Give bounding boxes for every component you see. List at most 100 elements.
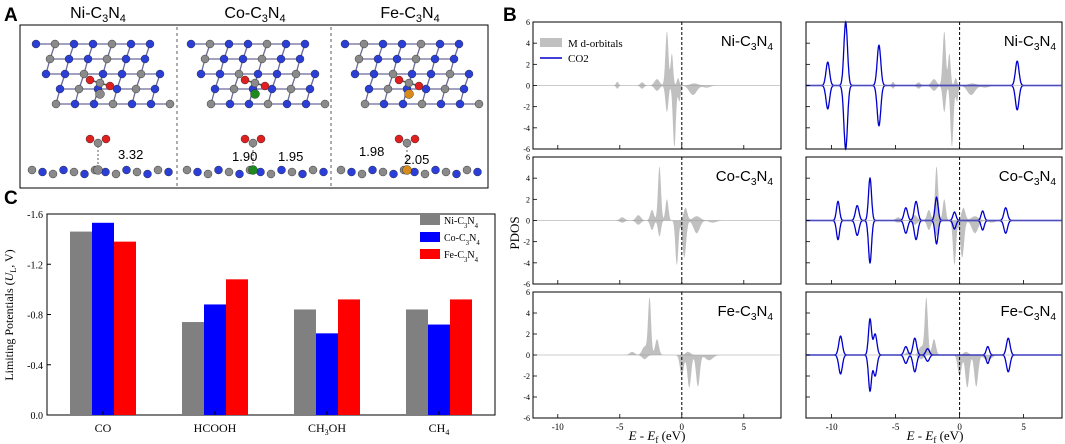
- atom: [143, 169, 152, 179]
- atom: [310, 69, 320, 79]
- atom: [164, 167, 173, 177]
- atom: [79, 69, 89, 79]
- y-tick-label: -1.2: [27, 260, 43, 271]
- y-tick-label: -4: [523, 124, 530, 133]
- pdos-subplot: Ni-C3N4: [805, 20, 1063, 151]
- atom: [70, 99, 80, 109]
- co2-down-line: [806, 84, 1062, 151]
- atom: [136, 69, 146, 79]
- y-axis: 0.0 -0.4 -0.8 -1.2 -1.6: [27, 210, 51, 422]
- atom: [131, 84, 141, 94]
- y-tick-label: -2: [523, 238, 530, 247]
- pdos-plots: -6 -4 -2 0 2 4 6 Ni-C3N4 Ni-C3N4 -6 -4 -2 0 2 4 6 Co-C3N…: [523, 18, 1063, 432]
- y-tick-label: -2: [523, 372, 530, 381]
- carbon-atom: [402, 138, 412, 148]
- panel-label-b: B: [503, 5, 517, 26]
- oxygen-atom: [101, 134, 111, 144]
- legend-label: Fe-C3N4: [444, 250, 479, 264]
- atom: [257, 54, 267, 64]
- atom: [368, 165, 377, 175]
- atom: [215, 69, 225, 79]
- atom: [186, 39, 196, 49]
- atom: [282, 99, 292, 109]
- metal-atom: [404, 89, 414, 99]
- atom: [435, 39, 445, 49]
- distance-label: 1.95: [278, 149, 303, 164]
- atom: [452, 169, 461, 179]
- atom: [238, 54, 248, 64]
- pdos-panel: -6 -4 -2 0 2 4 6 Ni-C3N4 Ni-C3N4 -6 -4 -2 0 2 4 6 Co-C3N…: [507, 18, 1063, 444]
- atom: [320, 99, 330, 109]
- pdos-row-label: Co-C3N4: [999, 168, 1057, 188]
- pdos-row-label: Co-C3N4: [716, 168, 774, 188]
- atom: [74, 84, 84, 94]
- atom: [369, 69, 379, 79]
- carbon-atom: [95, 78, 105, 88]
- co2-down-line: [806, 219, 1062, 265]
- atom: [462, 165, 472, 175]
- structure-title-fe: Fe-C3N4: [380, 5, 439, 25]
- oxygen-atom: [85, 75, 95, 85]
- atom: [410, 167, 419, 177]
- y-tick-label: -1.6: [27, 210, 43, 221]
- atom: [59, 165, 68, 175]
- pdos-subplot: -6 -4 -2 0 2 4 6 -10 -5 0 5 Fe-C3N4: [523, 288, 782, 432]
- co2-up-line: [806, 20, 1062, 87]
- x-tick-label: 0: [680, 422, 685, 432]
- atom: [262, 39, 272, 49]
- atom: [126, 39, 136, 49]
- y-tick-label: -0.4: [27, 361, 43, 372]
- y-tick-label: 0.0: [31, 411, 44, 422]
- atom: [165, 99, 175, 109]
- atom: [407, 69, 417, 79]
- atom: [69, 39, 79, 49]
- bar: [226, 279, 248, 415]
- atom: [80, 169, 89, 179]
- legend-label: Co-C3N4: [444, 233, 480, 247]
- atom: [155, 69, 165, 79]
- metal-atom: [402, 165, 412, 175]
- atom: [145, 39, 155, 49]
- atom: [127, 99, 137, 109]
- atom: [150, 84, 160, 94]
- x-tick-label: -5: [616, 422, 624, 432]
- metal-atom: [93, 165, 103, 175]
- y-tick-label: 0: [526, 217, 530, 226]
- legend-swatch: [420, 215, 440, 225]
- atom: [272, 69, 282, 79]
- atom: [430, 54, 440, 64]
- structure-title-co: Co-C3N4: [224, 5, 285, 25]
- atom: [256, 167, 265, 177]
- co2-down-line: [806, 354, 1062, 393]
- oxygen-atom: [394, 75, 404, 85]
- atom: [287, 167, 297, 177]
- oxygen-atom: [240, 134, 250, 144]
- y-tick-label: -6: [523, 280, 530, 289]
- atom: [224, 167, 234, 177]
- ni-c3n4-structure: [27, 39, 175, 179]
- x-tick-label: CH4: [429, 421, 450, 437]
- atom: [203, 169, 213, 179]
- atom: [69, 167, 79, 177]
- atom: [392, 54, 402, 64]
- y-tick-label: 2: [526, 60, 530, 69]
- legend-swatch-d-orbitals: [540, 38, 562, 47]
- atom: [51, 99, 61, 109]
- atom: [225, 99, 235, 109]
- y-tick-label: 0: [526, 351, 530, 360]
- bar: [182, 322, 204, 415]
- atom: [291, 69, 301, 79]
- atom: [122, 165, 131, 175]
- bar: [406, 309, 428, 415]
- x-tick-label: -10: [552, 422, 564, 432]
- legend-label: Ni-C3N4: [444, 216, 479, 230]
- structures-panel: Ni-C3N4 Co-C3N4 Fe-C3N4 3.32 1.90 1.95 1…: [19, 5, 489, 189]
- atom: [31, 39, 41, 49]
- atom: [398, 99, 408, 109]
- x-tick-label: CH3OH: [308, 421, 346, 437]
- atom: [88, 39, 98, 49]
- atom: [416, 39, 426, 49]
- atom: [354, 54, 364, 64]
- atom: [474, 99, 484, 109]
- atom: [55, 84, 65, 94]
